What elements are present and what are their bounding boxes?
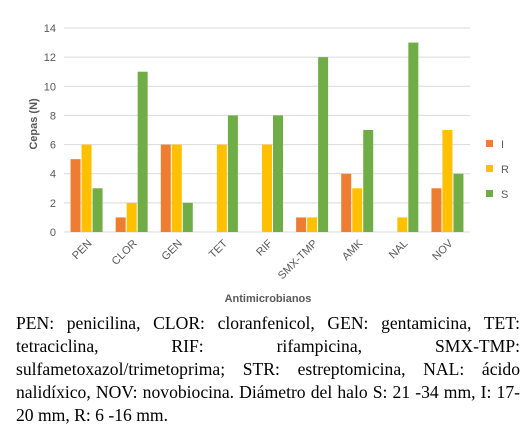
x-tick-label: GEN	[160, 238, 185, 263]
x-axis-label: Antimicrobianos	[225, 293, 312, 305]
y-tick-label: 8	[50, 110, 56, 122]
bar-S-GEN	[182, 202, 193, 232]
bar-I-PEN	[70, 159, 81, 232]
y-tick-label: 12	[44, 52, 56, 64]
bar-I-SMX-TMP	[296, 217, 307, 232]
legend-swatch-R	[486, 165, 493, 172]
x-tick-label: CLOR	[110, 238, 140, 268]
bar-I-GEN	[160, 144, 171, 232]
x-tick-label: RIF	[254, 237, 275, 258]
bar-S-TET	[227, 115, 238, 232]
x-tick-labels: PEN CLOR GEN TET RIF SMX-TMP AMK NAL NOV	[70, 237, 456, 282]
x-tick-label: AMK	[340, 237, 366, 263]
bar-I-CLOR	[115, 217, 126, 232]
y-tick-label: 0	[50, 227, 56, 239]
figure-caption: PEN: penicilina, CLOR: cloranfenicol, GE…	[16, 313, 520, 425]
bar-S-AMK	[363, 130, 374, 232]
chart-area: 0 2 4 6 8 10 12 14 PEN CLOR GEN TET RIF SMX-TMP AMK NA…	[28, 23, 509, 305]
x-tick-label: TET	[207, 237, 230, 260]
legend-label-R: R	[501, 164, 509, 176]
bar-S-PEN	[92, 188, 103, 232]
bar-I-NOV	[431, 188, 442, 232]
bar-I-AMK	[341, 173, 352, 232]
bar-S-NOV	[453, 173, 464, 232]
bars	[70, 42, 464, 233]
bar-chart: 0 2 4 6 8 10 12 14 PEN CLOR GEN TET RIF SMX-TMP AMK NA…	[28, 23, 509, 305]
bar-S-CLOR	[137, 71, 148, 232]
bar-R-RIF	[262, 144, 272, 232]
y-axis-label: Cepas (N)	[28, 98, 40, 150]
y-tick-label: 6	[50, 140, 56, 152]
bar-S-SMX-TMP	[318, 57, 329, 233]
legend-label-S: S	[501, 189, 508, 201]
bar-R-PEN	[81, 144, 92, 232]
y-tick-label: 14	[44, 23, 56, 35]
bar-S-RIF	[273, 115, 283, 232]
bar-R-GEN	[171, 144, 182, 232]
bar-R-TET	[216, 144, 227, 232]
x-tick-label: NAL	[387, 238, 411, 262]
legend-swatch-I	[486, 140, 493, 147]
x-tick-label: PEN	[70, 238, 95, 263]
x-tick-label: SMX-TMP	[276, 238, 320, 282]
bar-R-SMX-TMP	[307, 217, 318, 232]
legend-swatch-S	[486, 190, 493, 197]
legend: I R S	[486, 139, 509, 201]
x-tick-label: NOV	[430, 237, 456, 263]
y-tick-labels: 0 2 4 6 8 10 12 14	[44, 23, 56, 239]
y-tick-label: 10	[44, 81, 56, 93]
bar-S-NAL	[408, 42, 419, 233]
bar-R-CLOR	[126, 202, 137, 232]
bar-R-NOV	[442, 130, 453, 232]
bar-R-AMK	[352, 188, 363, 232]
legend-label-I: I	[501, 139, 504, 151]
bar-R-NAL	[397, 217, 408, 232]
y-tick-label: 4	[50, 169, 56, 181]
y-tick-label: 2	[50, 198, 56, 210]
